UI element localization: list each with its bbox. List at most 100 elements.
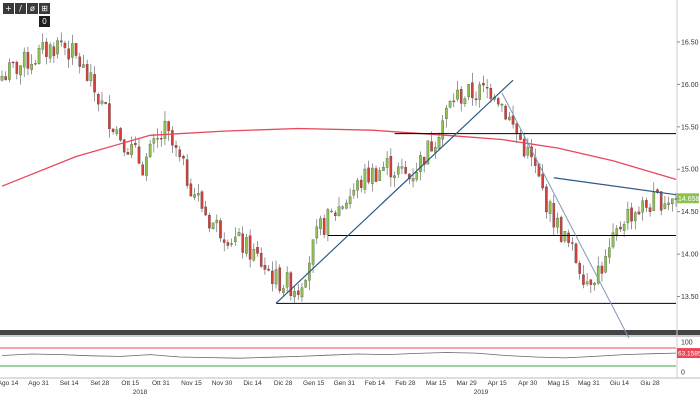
- candle: [145, 153, 148, 182]
- candle: [182, 154, 185, 166]
- time-axis-label: Apr 30: [518, 380, 538, 387]
- candle: [389, 148, 393, 187]
- chart-toolbar: + / ø ⊞: [3, 3, 50, 14]
- time-axis-label: Ott 31: [152, 380, 170, 387]
- candle: [93, 66, 96, 102]
- candle-body: [522, 138, 526, 157]
- candle-body: [289, 272, 293, 297]
- candle-body: [359, 179, 363, 188]
- candle-body: [663, 203, 667, 209]
- candle: [82, 54, 85, 68]
- candle: [267, 265, 270, 272]
- candle-body: [182, 156, 185, 159]
- candle-body: [167, 121, 170, 132]
- candle-body: [671, 198, 674, 205]
- draw-line-icon[interactable]: /: [15, 3, 26, 14]
- candle: [485, 79, 489, 99]
- trendline: [275, 79, 514, 304]
- candle: [500, 103, 504, 112]
- candle: [371, 163, 374, 192]
- candle: [19, 65, 22, 85]
- candle: [393, 171, 396, 188]
- candle-body: [404, 167, 407, 174]
- candle: [459, 86, 463, 112]
- time-axis-label: Nov 15: [181, 380, 202, 387]
- candle-body: [504, 105, 507, 120]
- time-axis-label: Mar 15: [426, 380, 447, 387]
- oscillator-tick-label: 0: [681, 370, 685, 377]
- candle-body: [185, 159, 189, 186]
- candle-body: [82, 64, 85, 68]
- candle: [219, 218, 222, 243]
- candle-body: [441, 120, 444, 140]
- candle: [241, 226, 245, 259]
- candle: [215, 214, 219, 233]
- candle-body: [34, 63, 37, 65]
- candle-body: [326, 209, 330, 235]
- crosshair-icon[interactable]: ⊞: [39, 3, 50, 14]
- candle: [585, 272, 589, 287]
- time-axis-label: Feb 14: [365, 380, 386, 387]
- candle: [163, 111, 167, 145]
- candle: [511, 105, 515, 129]
- candle-body: [159, 138, 163, 140]
- candle-body: [330, 210, 333, 213]
- candle-body: [619, 226, 622, 230]
- candle: [282, 284, 285, 297]
- candle: [471, 72, 474, 106]
- candle: [256, 241, 259, 257]
- time-axis-label: Dic 14: [243, 380, 262, 387]
- candle: [363, 163, 367, 194]
- candle: [189, 178, 193, 197]
- price-tick-label: 15.00: [681, 167, 699, 174]
- candle: [22, 47, 26, 77]
- candle: [59, 32, 63, 47]
- candle: [548, 199, 552, 222]
- trendline: [501, 92, 633, 344]
- candle: [289, 271, 293, 301]
- candle: [315, 219, 319, 244]
- candle-body: [445, 107, 448, 119]
- candle-body: [26, 52, 30, 69]
- candle: [596, 256, 600, 286]
- candle-body: [300, 287, 304, 298]
- candle-body: [437, 137, 441, 149]
- candle: [563, 231, 567, 244]
- plus-icon[interactable]: +: [3, 3, 14, 14]
- candle: [200, 190, 204, 213]
- candle: [252, 243, 256, 262]
- candle-body: [100, 100, 104, 104]
- candle-body: [452, 100, 456, 103]
- time-axis-label: Giu 28: [640, 380, 660, 387]
- candle: [463, 96, 467, 108]
- candle-body: [467, 84, 470, 98]
- candle: [611, 223, 615, 249]
- candle-body: [37, 48, 41, 64]
- candle: [56, 37, 59, 59]
- candle-body: [645, 200, 648, 208]
- erase-icon[interactable]: ø: [27, 3, 38, 14]
- candle-body: [248, 235, 252, 260]
- time-axis-label: Mar 29: [456, 380, 477, 387]
- candle-body: [241, 233, 245, 253]
- time-axis-label: Apr 15: [488, 380, 508, 387]
- candle: [552, 194, 556, 236]
- candle-body: [578, 263, 582, 274]
- candle-body: [52, 46, 56, 57]
- candle-body: [15, 61, 19, 74]
- candle-body: [93, 74, 96, 93]
- candle: [445, 104, 448, 128]
- candle: [433, 141, 437, 159]
- candle: [411, 168, 415, 188]
- candle-body: [674, 198, 678, 200]
- candle: [193, 187, 196, 200]
- candle-body: [559, 216, 563, 242]
- candle: [626, 201, 630, 230]
- candle-body: [633, 212, 637, 222]
- candle: [126, 147, 130, 155]
- candle-body: [474, 98, 478, 100]
- candle: [482, 75, 485, 93]
- candle: [478, 81, 482, 108]
- candle: [637, 206, 641, 216]
